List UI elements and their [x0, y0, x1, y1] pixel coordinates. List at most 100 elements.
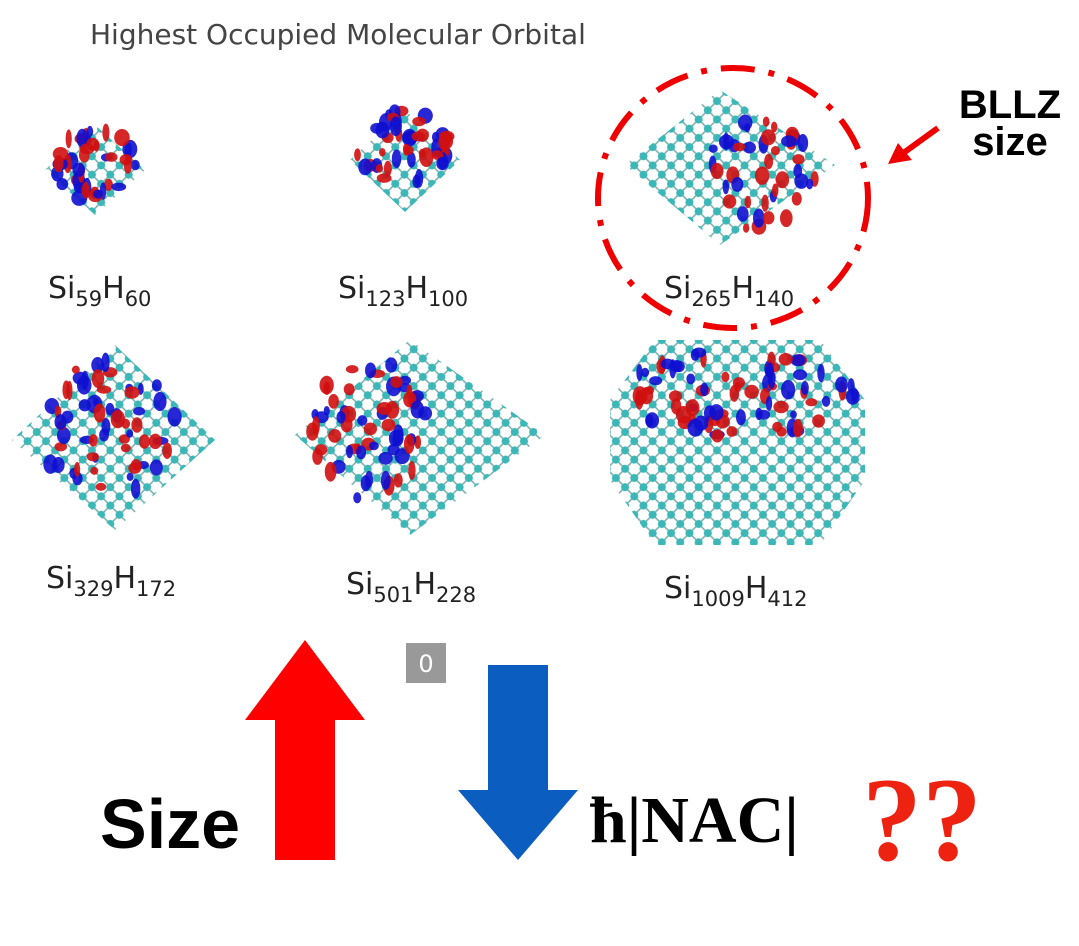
lobe [72, 366, 80, 374]
lobe [771, 146, 780, 155]
lobe [744, 123, 750, 132]
lobe [793, 419, 803, 437]
lobe [82, 182, 90, 199]
lobe [761, 195, 768, 212]
lobe [390, 116, 402, 136]
lobe [66, 129, 72, 148]
slide: Highest Occupied Molecular Orbital Si59H… [0, 0, 1079, 946]
title: Highest Occupied Molecular Orbital [90, 18, 586, 51]
lobe [385, 357, 397, 372]
lobe [346, 365, 359, 373]
lobe [669, 391, 682, 402]
lobe [328, 394, 339, 409]
lobe [743, 223, 749, 232]
lobe [346, 445, 353, 458]
lobe [54, 414, 66, 430]
lobe [661, 359, 675, 370]
lobe [733, 377, 745, 388]
lobe [790, 354, 805, 366]
lobe [726, 426, 737, 437]
lobe [793, 369, 807, 380]
lobe [812, 414, 825, 427]
lobe [419, 147, 433, 167]
lobe [757, 410, 770, 420]
lobe [358, 159, 372, 176]
badge-text: 0 [418, 650, 433, 678]
lobe [736, 409, 746, 425]
subscript: 228 [436, 583, 476, 607]
lobe [87, 126, 94, 137]
subscript: 412 [767, 587, 807, 611]
element: Si [338, 271, 365, 306]
lobe [356, 445, 366, 459]
lobe [781, 135, 797, 147]
lobe [721, 372, 729, 382]
lobe [54, 155, 64, 172]
lobe [378, 452, 392, 465]
lobe [691, 349, 700, 361]
lobe [365, 471, 373, 488]
lobe [150, 459, 163, 475]
lobe [90, 467, 98, 475]
lobe [436, 157, 448, 170]
cluster-label: Si501H228 [346, 567, 476, 607]
lobe [649, 376, 662, 385]
lobe [114, 129, 130, 146]
lobe [411, 400, 424, 418]
lobe [790, 410, 797, 418]
lobe [412, 132, 425, 142]
lobe [131, 160, 140, 171]
lobe [121, 444, 131, 453]
lobe [848, 378, 855, 393]
lobe [408, 461, 415, 480]
lobe [93, 190, 103, 199]
lobe [780, 209, 793, 227]
lobe [761, 129, 776, 145]
lobe [781, 380, 795, 399]
lobe [344, 383, 355, 395]
lobe [94, 404, 106, 423]
lobe [101, 353, 109, 373]
lobe [73, 163, 86, 177]
lobe [354, 148, 361, 161]
lobe [737, 206, 749, 222]
lobe [375, 122, 389, 139]
cluster-label: Si1009H412 [664, 571, 808, 611]
element: H [102, 271, 125, 306]
lobe [412, 117, 426, 127]
lobe [353, 492, 361, 503]
callout-arrow [902, 128, 938, 154]
page: {"title": "Highest Occupied Molecular Or… [0, 0, 1079, 946]
subscript: 123 [365, 287, 405, 311]
lobe [822, 396, 830, 407]
lobe [753, 208, 765, 227]
lobe [438, 133, 450, 151]
element: Si [664, 571, 691, 606]
lobe [336, 411, 345, 423]
lobe [390, 376, 402, 388]
lobe [92, 369, 104, 388]
lobe [328, 429, 341, 443]
lobe [379, 148, 386, 157]
lobe [641, 368, 649, 377]
lobe [392, 149, 401, 168]
question-marks: ?? [862, 753, 982, 886]
lobe [817, 364, 824, 383]
lobe [772, 184, 779, 198]
lobe [105, 152, 117, 162]
lobe [415, 169, 423, 188]
lobe [149, 434, 162, 449]
lobe [87, 452, 99, 461]
lobe [357, 415, 367, 426]
lobe [723, 179, 729, 194]
element: H [113, 561, 136, 596]
lobe [723, 132, 729, 150]
lobe [801, 381, 809, 395]
cluster-label: Si123H100 [338, 271, 468, 311]
lobe [686, 373, 695, 384]
lobe [96, 483, 107, 491]
element: H [731, 271, 754, 306]
lobe [723, 194, 737, 208]
lobe [633, 386, 647, 405]
element: H [405, 271, 428, 306]
